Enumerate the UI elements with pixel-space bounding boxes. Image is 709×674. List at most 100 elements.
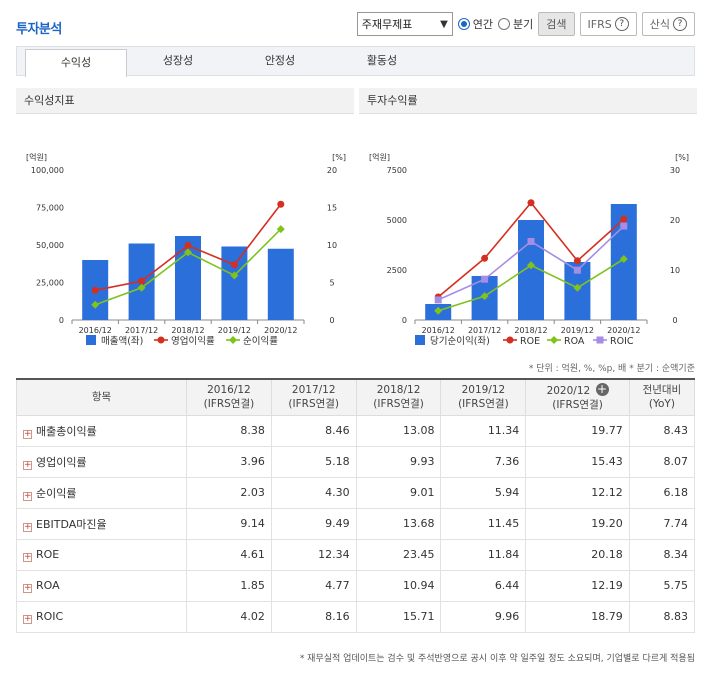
expand-icon[interactable]: + [23, 582, 32, 593]
line-point [434, 296, 442, 304]
table-row: + 영업이익률 3.96 5.18 9.93 7.36 15.43 8.07 [16, 445, 696, 478]
table-cell: 5.18 [270, 445, 357, 478]
table-cell: 8.34 [628, 538, 696, 571]
chevron-down-icon: ▼ [440, 18, 448, 30]
table-row: + EBITDA마진율 9.14 9.49 13.68 11.45 19.20 7.74 [16, 507, 696, 540]
radio-annual-label: 연간 [472, 18, 494, 31]
x-tick-label: 2018/12 [514, 326, 547, 335]
help-icon: ? [614, 17, 629, 31]
expand-icon[interactable]: + [23, 459, 32, 470]
right-tick-label: 15 [327, 204, 337, 213]
line-point [620, 215, 628, 223]
table-cell: 9.96 [440, 600, 527, 633]
col-header-2016: 2016/12 (IFRS연결) [186, 379, 272, 416]
bar [221, 246, 248, 320]
chart-title: 투자수익률 [359, 88, 697, 114]
table-cell: 20.18 [525, 538, 630, 571]
legend-label: 매출액(좌) [101, 335, 143, 347]
row-label[interactable]: + ROE [16, 538, 187, 571]
right-tick-label: 20 [670, 216, 680, 225]
row-label[interactable]: + ROA [16, 569, 187, 602]
line-point [527, 199, 535, 207]
line-point [230, 261, 238, 269]
tab-stability[interactable]: 안정성 [264, 54, 296, 67]
row-label[interactable]: + ROIC [16, 600, 187, 633]
radio-annual-dot [457, 18, 470, 30]
line-point [573, 283, 582, 292]
table-cell: 4.77 [270, 569, 357, 602]
x-tick-label: 2019/12 [218, 326, 251, 335]
left-tick-label: 100,000 [31, 166, 64, 175]
table-cell: 5.94 [440, 476, 527, 509]
x-tick-label: 2016/12 [79, 326, 112, 335]
legend-marker [157, 336, 165, 344]
radio-annual[interactable]: 연간 [457, 16, 494, 32]
line-point [573, 266, 581, 274]
legend-label: ROE [520, 336, 540, 347]
right-tick-label: 5 [329, 279, 334, 288]
footnote: * 재무실적 업데이트는 검수 및 주석반영으로 공시 이후 약 일주일 정도 … [299, 654, 695, 664]
table-cell: 15.71 [355, 600, 442, 633]
table-cell: 18.79 [525, 600, 630, 633]
ifrs-help-button[interactable]: IFRS ? [579, 12, 637, 36]
table-cell: 7.36 [440, 445, 527, 478]
table-row: + ROA 1.85 4.77 10.94 6.44 12.19 5.75 [16, 569, 696, 602]
table-header-row: 항목 2016/12 (IFRS연결) 2017/12 (IFRS연결) 2018/… [16, 379, 696, 416]
line-point [138, 277, 146, 285]
table-cell: 10.94 [355, 569, 442, 602]
expand-icon[interactable]: + [23, 613, 32, 624]
tab-profitability[interactable]: 수익성 [25, 49, 127, 77]
line-point [527, 261, 535, 270]
line-point [481, 254, 489, 262]
left-tick-label: 0 [59, 316, 64, 325]
left-tick-label: 0 [402, 316, 407, 325]
add-column-icon[interactable]: + [595, 381, 609, 396]
expand-icon[interactable]: + [23, 428, 32, 439]
expand-icon[interactable]: + [23, 551, 32, 562]
table-cell: 9.14 [186, 507, 272, 540]
right-tick-label: 0 [329, 316, 334, 325]
radio-quarter[interactable]: 분기 [498, 16, 533, 32]
x-tick-label: 2019/12 [561, 326, 594, 335]
row-label[interactable]: + 영업이익률 [16, 445, 187, 478]
statement-select-value: 주재무제표 [361, 18, 413, 31]
table-cell: 8.07 [628, 445, 696, 478]
legend-swatch [86, 335, 96, 345]
right-tick-label: 20 [327, 166, 337, 175]
statement-select[interactable]: 주재무제표 ▼ [356, 12, 453, 36]
row-label-text: 매출총이익률 [36, 424, 97, 438]
table-cell: 1.85 [186, 569, 272, 602]
table-cell: 12.34 [270, 538, 357, 571]
x-tick-label: 2020/12 [607, 326, 640, 335]
x-tick-label: 2016/12 [422, 326, 455, 335]
profitability-table: 항목 2016/12 (IFRS연결) 2017/12 (IFRS연결) 2018/… [16, 378, 696, 633]
col-header-2020: 2020/12 + (IFRS연결) [525, 379, 630, 416]
profitability-chart-panel: 수익성지표 [억원] [%] 100,000 75,000 50,000 25,000 0 2… [16, 88, 354, 352]
table-cell: 9.93 [355, 445, 442, 478]
row-label[interactable]: + 매출총이익률 [16, 414, 187, 447]
legend-swatch [415, 335, 425, 345]
line-point [91, 286, 99, 294]
search-button[interactable]: 검색 [538, 12, 575, 36]
expand-icon[interactable]: + [23, 521, 32, 532]
expand-icon[interactable]: + [23, 490, 32, 501]
legend-marker [550, 336, 558, 344]
formula-label: 산식 [649, 18, 670, 31]
tab-activity[interactable]: 활동성 [366, 54, 398, 67]
table-cell: 11.45 [440, 507, 527, 540]
x-tick-label: 2018/12 [171, 326, 204, 335]
legend-label: ROIC [610, 336, 634, 347]
line-point [91, 300, 100, 309]
unit-note: * 단위 : 억원, %, %p, 배 * 분기 : 순액기준 [528, 364, 695, 374]
investment-return-chart: [억원] [%] 7500 5000 2500 0 30 20 10 0 2016/12 2017/1… [369, 152, 689, 347]
line-point [184, 248, 192, 257]
right-axis-unit: [%] [332, 153, 346, 162]
table-cell: 8.16 [270, 600, 357, 633]
tab-growth[interactable]: 성장성 [162, 54, 194, 67]
table-cell: 6.44 [440, 569, 527, 602]
row-label[interactable]: + EBITDA마진율 [16, 507, 187, 540]
row-label[interactable]: + 순이익률 [16, 476, 187, 509]
col-header-item: 항목 [16, 379, 187, 416]
line-point [277, 200, 285, 208]
formula-help-button[interactable]: 산식 ? [641, 12, 695, 36]
